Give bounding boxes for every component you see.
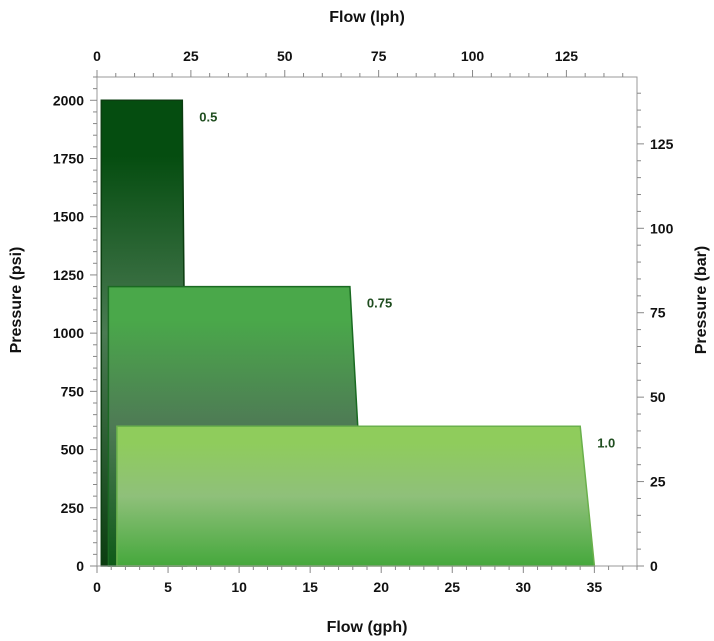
x-top-tick-label: 0 bbox=[93, 48, 101, 64]
x-top-tick-label: 75 bbox=[371, 48, 387, 64]
y-left-tick-label: 1250 bbox=[53, 267, 84, 283]
y-right-tick-label: 75 bbox=[650, 305, 666, 321]
x-bottom-tick-label: 10 bbox=[231, 579, 247, 595]
y-left-tick-label: 500 bbox=[61, 442, 85, 458]
y-right-axis-title: Pressure (bar) bbox=[693, 246, 710, 355]
series-label-0-5: 0.5 bbox=[199, 109, 217, 124]
y-right-tick-label: 0 bbox=[650, 558, 658, 574]
y-left-tick-label: 1500 bbox=[53, 209, 84, 225]
x-bottom-tick-label: 5 bbox=[164, 579, 172, 595]
y-right-tick-label: 25 bbox=[650, 474, 666, 490]
x-top-axis-title: Flow (lph) bbox=[329, 9, 405, 26]
y-right-tick-label: 50 bbox=[650, 389, 666, 405]
y-left-axis-title: Pressure (psi) bbox=[8, 247, 25, 354]
y-left-tick-label: 2000 bbox=[53, 92, 84, 108]
x-top-tick-label: 100 bbox=[461, 48, 485, 64]
x-bottom-tick-label: 35 bbox=[587, 579, 603, 595]
x-top-tick-label: 25 bbox=[183, 48, 199, 64]
x-bottom-tick-label: 20 bbox=[373, 579, 389, 595]
y-left-tick-label: 1000 bbox=[53, 325, 84, 341]
y-right-tick-label: 100 bbox=[650, 220, 674, 236]
x-top-tick-label: 50 bbox=[277, 48, 293, 64]
x-top-tick-label: 125 bbox=[555, 48, 579, 64]
y-right-tick-label: 125 bbox=[650, 136, 674, 152]
y-left-tick-label: 1750 bbox=[53, 151, 84, 167]
x-bottom-tick-label: 15 bbox=[302, 579, 318, 595]
x-bottom-tick-label: 25 bbox=[444, 579, 460, 595]
series-layer: 0.5 0.75 1.0 bbox=[101, 100, 615, 566]
x-bottom-axis-title: Flow (gph) bbox=[327, 619, 408, 636]
x-bottom-tick-label: 30 bbox=[516, 579, 532, 595]
x-bottom-tick-label: 0 bbox=[93, 579, 101, 595]
series-label-0-75: 0.75 bbox=[367, 296, 392, 311]
series-label-1-0: 1.0 bbox=[597, 435, 615, 450]
y-left-tick-label: 750 bbox=[61, 383, 85, 399]
y-left-tick-label: 0 bbox=[76, 558, 84, 574]
y-left-tick-label: 250 bbox=[61, 500, 85, 516]
series-area-1-0 bbox=[117, 426, 595, 566]
